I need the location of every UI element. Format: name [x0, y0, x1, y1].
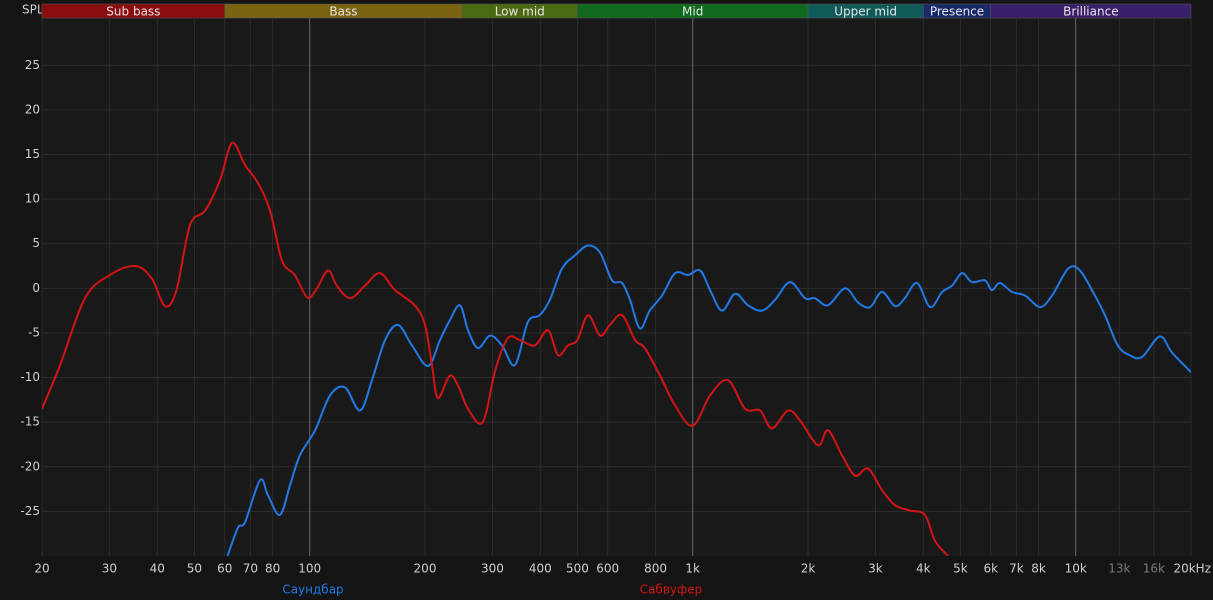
- band-label: Sub bass: [106, 5, 160, 19]
- y-tick-label: 20: [25, 102, 40, 116]
- y-tick-label: 15: [25, 147, 40, 161]
- band-label: Low mid: [495, 5, 545, 19]
- x-tick-label: 20: [34, 562, 49, 576]
- band-label: Upper mid: [834, 5, 897, 19]
- x-tick-label: 200: [414, 562, 437, 576]
- y-tick-label: 5: [32, 236, 40, 250]
- band-label: Brilliance: [1063, 5, 1118, 19]
- y-tick-label: -20: [20, 459, 40, 473]
- y-tick-label: -15: [20, 415, 40, 429]
- y-tick-label: 10: [25, 192, 40, 206]
- y-tick-label: -5: [28, 325, 40, 339]
- series-line: [226, 244, 1191, 556]
- x-tick-label: 100: [298, 562, 321, 576]
- plot-lines: [42, 141, 1191, 556]
- x-tick-label: 4k: [916, 562, 931, 576]
- band: [990, 3, 1192, 19]
- x-tick-label: 600: [596, 562, 619, 576]
- x-tick-label: 6k: [983, 562, 998, 576]
- x-tick-label: 16k: [1143, 562, 1165, 576]
- legend-label: Сабвуфер: [640, 583, 703, 597]
- y-tick-label: 25: [25, 58, 40, 72]
- x-tick-label: 1k: [685, 562, 700, 576]
- x-tick-label: 40: [150, 562, 165, 576]
- x-tick-label: 400: [529, 562, 552, 576]
- series-line: [42, 141, 949, 556]
- y-tick-label: -25: [20, 504, 40, 518]
- y-tick-label: -10: [20, 370, 40, 384]
- x-tick-label: 800: [644, 562, 667, 576]
- x-tick-label: 300: [481, 562, 504, 576]
- band-label: Mid: [682, 5, 703, 19]
- x-tick-label: 80: [265, 562, 280, 576]
- band-label: Presence: [930, 5, 984, 19]
- x-tick-label: 5k: [953, 562, 968, 576]
- legend-label: Саундбар: [282, 583, 343, 597]
- x-tick-label: 7k: [1009, 562, 1024, 576]
- x-tick-label: 10k: [1065, 562, 1087, 576]
- band-label: Bass: [329, 5, 357, 19]
- x-tick-label: 50: [187, 562, 202, 576]
- x-tick-label: 2k: [801, 562, 816, 576]
- y-tick-label: 0: [32, 281, 40, 295]
- x-tick-label: 70: [243, 562, 258, 576]
- x-tick-label: 60: [217, 562, 232, 576]
- x-tick-label: 8k: [1031, 562, 1046, 576]
- x-tick-label: 3k: [868, 562, 883, 576]
- x-tick-label: 30: [102, 562, 117, 576]
- y-axis-label: SPL: [22, 3, 44, 17]
- x-tick-label: 13k: [1108, 562, 1130, 576]
- x-tick-label: 20kHz: [1173, 562, 1211, 576]
- plot-area: [42, 18, 1191, 556]
- x-tick-label: 500: [566, 562, 589, 576]
